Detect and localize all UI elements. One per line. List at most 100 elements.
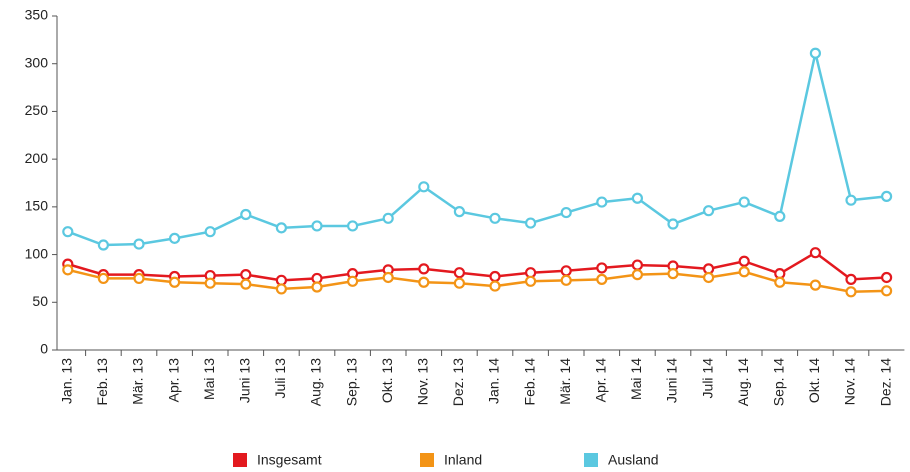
point xyxy=(418,263,430,275)
point xyxy=(809,247,822,259)
y-tick-label: 350 xyxy=(25,7,49,23)
legend-label: Inland xyxy=(444,452,482,468)
point xyxy=(524,217,537,229)
series-line xyxy=(67,268,887,294)
point xyxy=(240,269,252,281)
x-tick-label: Dez. 14 xyxy=(877,358,893,406)
point xyxy=(809,279,822,291)
x-tick-label: Dez. 13 xyxy=(450,358,466,406)
legend-swatch xyxy=(233,453,247,467)
x-tick-label: Jan. 13 xyxy=(59,358,75,404)
point xyxy=(62,264,74,276)
point xyxy=(133,238,145,250)
point xyxy=(845,194,857,206)
point xyxy=(880,271,893,284)
point xyxy=(631,269,644,281)
point xyxy=(347,275,359,287)
point xyxy=(631,259,644,271)
x-tick-label: Sep. 13 xyxy=(343,358,359,406)
y-tick-label: 150 xyxy=(25,198,49,214)
point xyxy=(62,226,74,238)
y-tick-label: 250 xyxy=(25,102,49,118)
point xyxy=(809,47,822,59)
point xyxy=(774,210,786,222)
point xyxy=(489,270,501,283)
x-tick-label: Mai 13 xyxy=(201,358,217,400)
x-tick-label: Juli 14 xyxy=(699,358,715,399)
x-tick-label: Juni 14 xyxy=(664,358,680,403)
point xyxy=(453,267,465,279)
point xyxy=(347,220,359,232)
x-tick-label: Nov. 14 xyxy=(842,358,858,405)
point xyxy=(596,196,608,208)
series-line xyxy=(67,251,887,282)
point xyxy=(738,196,750,208)
x-tick-label: Aug. 14 xyxy=(735,358,751,406)
point xyxy=(311,281,323,293)
point xyxy=(418,181,430,193)
point xyxy=(596,273,608,285)
point xyxy=(453,206,465,218)
point xyxy=(240,278,252,290)
legend-swatch xyxy=(584,453,598,467)
point xyxy=(275,283,287,295)
x-tick-label: Okt. 14 xyxy=(806,358,822,403)
point xyxy=(738,255,750,267)
point xyxy=(240,208,252,221)
point xyxy=(596,262,608,274)
x-tick-label: Juli 13 xyxy=(272,358,288,399)
x-tick-label: Okt. 13 xyxy=(379,358,395,403)
y-tick-label: 50 xyxy=(32,293,48,309)
point xyxy=(702,271,715,284)
x-tick-label: Aug. 13 xyxy=(308,358,324,406)
x-tick-label: Mär. 13 xyxy=(130,358,146,405)
y-tick-label: 0 xyxy=(40,341,48,357)
point xyxy=(845,273,857,285)
series-line xyxy=(67,52,887,247)
point xyxy=(702,205,715,217)
point xyxy=(382,212,394,224)
y-tick-label: 300 xyxy=(25,54,49,70)
point xyxy=(275,222,287,234)
x-tick-label: Mai 14 xyxy=(628,358,644,400)
legend-label: Insgesamt xyxy=(257,452,322,468)
point xyxy=(311,220,323,232)
point xyxy=(97,272,110,285)
legend-swatch xyxy=(420,453,434,467)
point xyxy=(489,280,501,292)
x-tick-label: Jan. 14 xyxy=(486,358,502,404)
point xyxy=(667,218,679,230)
x-tick-label: Nov. 13 xyxy=(415,358,431,405)
point xyxy=(204,226,216,238)
y-tick-label: 200 xyxy=(25,150,49,166)
point xyxy=(667,268,679,280)
x-tick-label: Apr. 13 xyxy=(165,358,181,403)
point xyxy=(418,276,430,288)
point xyxy=(845,286,857,298)
point xyxy=(880,190,893,202)
x-tick-label: Apr. 14 xyxy=(593,358,609,403)
point xyxy=(133,272,145,285)
point xyxy=(880,285,893,297)
x-tick-label: Mär. 14 xyxy=(557,358,573,405)
x-tick-label: Sep. 14 xyxy=(771,358,787,406)
point xyxy=(631,192,644,204)
point xyxy=(560,265,572,277)
x-tick-label: Feb. 13 xyxy=(94,358,110,406)
point xyxy=(489,212,501,224)
point xyxy=(204,277,216,289)
point xyxy=(169,276,181,288)
x-tick-label: Feb. 14 xyxy=(521,358,537,406)
point xyxy=(560,206,572,219)
x-tick-label: Juni 13 xyxy=(237,358,253,403)
y-tick-label: 100 xyxy=(25,245,49,261)
point xyxy=(774,276,786,288)
point xyxy=(97,239,110,251)
point xyxy=(169,232,181,244)
point xyxy=(738,266,750,278)
point xyxy=(524,275,537,287)
point xyxy=(453,277,465,289)
point xyxy=(560,274,572,286)
legend-label: Ausland xyxy=(608,452,659,468)
